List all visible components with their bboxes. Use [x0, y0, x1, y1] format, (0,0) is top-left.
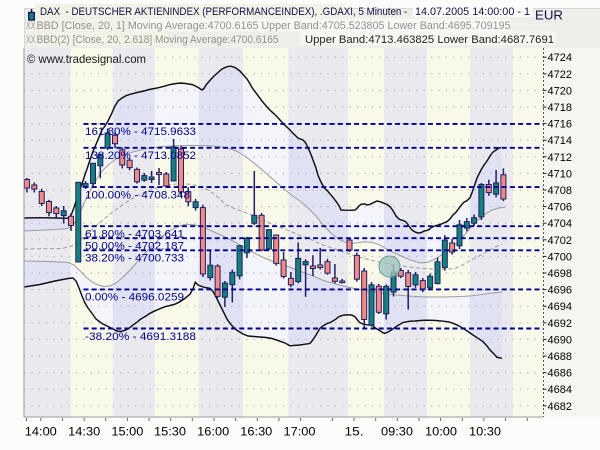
svg-text:15:00: 15:00 [111, 427, 143, 439]
svg-text:4716: 4716 [548, 119, 572, 131]
svg-text:4712: 4712 [548, 152, 572, 164]
svg-text:16:00: 16:00 [197, 427, 229, 439]
svg-text:XX: XX [26, 34, 36, 46]
svg-text:50.00% - 4702.187: 50.00% - 4702.187 [85, 241, 184, 253]
svg-text:38.20% - 4700.733: 38.20% - 4700.733 [85, 253, 184, 265]
svg-text:4682: 4682 [548, 401, 572, 413]
svg-text:4690: 4690 [548, 334, 572, 346]
svg-text:4708: 4708 [548, 185, 572, 197]
svg-text:XX: XX [26, 20, 36, 32]
svg-text:15:30: 15:30 [154, 427, 186, 439]
svg-text:17:00: 17:00 [284, 427, 316, 439]
svg-text:4724: 4724 [548, 52, 572, 64]
svg-text:4698: 4698 [548, 268, 572, 280]
svg-text:14:00: 14:00 [25, 427, 57, 439]
svg-text:14.07.2005 14:00:00 - 1: 14.07.2005 14:00:00 - 1 [415, 6, 530, 18]
svg-text:61.80% - 4703.641: 61.80% - 4703.641 [85, 229, 184, 241]
svg-text:4710: 4710 [548, 168, 572, 180]
svg-text:161.80% - 4715.9633: 161.80% - 4715.9633 [85, 126, 196, 138]
svg-text:14:30: 14:30 [68, 427, 100, 439]
svg-text:4706: 4706 [548, 202, 572, 214]
svg-text:4696: 4696 [548, 285, 572, 297]
svg-text:4686: 4686 [548, 368, 572, 380]
svg-text:BBD [Close, 20, 1] Moving Aver: BBD [Close, 20, 1] Moving Average:4700.6… [37, 20, 511, 32]
svg-text:4720: 4720 [548, 85, 572, 97]
svg-text:4702: 4702 [548, 235, 572, 247]
svg-text:-38.20% - 4691.3188: -38.20% - 4691.3188 [85, 331, 196, 343]
svg-text:EUR: EUR [535, 9, 563, 23]
svg-text:4694: 4694 [548, 301, 572, 313]
svg-text:4704: 4704 [548, 218, 572, 230]
svg-text:138.20% - 4713.0852: 138.20% - 4713.0852 [85, 150, 196, 162]
svg-text:© www.tradesignal.com: © www.tradesignal.com [27, 52, 146, 66]
svg-text:15.: 15. [345, 427, 364, 439]
svg-text:BBD(2) [Close, 20, 2.618] Movi: BBD(2) [Close, 20, 2.618] Moving Average… [37, 34, 279, 46]
svg-text:09:30: 09:30 [381, 427, 413, 439]
svg-text:4684: 4684 [548, 384, 572, 396]
svg-text:4688: 4688 [548, 351, 572, 363]
svg-text:4714: 4714 [548, 135, 572, 147]
svg-text:Upper Band:4713.463825 Lower B: Upper Band:4713.463825 Lower Band:4687.7… [305, 34, 554, 46]
svg-text:10:30: 10:30 [469, 427, 501, 439]
svg-text:16:30: 16:30 [240, 427, 272, 439]
svg-text:4722: 4722 [548, 69, 572, 81]
svg-text:0.00% - 4696.0259: 0.00% - 4696.0259 [85, 292, 184, 304]
svg-text:4718: 4718 [548, 102, 572, 114]
svg-text:100.00% - 4708.348: 100.00% - 4708.348 [85, 189, 190, 201]
svg-text:10:00: 10:00 [425, 427, 457, 439]
svg-text:DAX - DEUTSCHER AKTIENINDEX (: DAX - DEUTSCHER AKTIENINDEX (PERFORMANCE… [40, 6, 410, 18]
svg-text:4692: 4692 [548, 318, 572, 330]
svg-text:4700: 4700 [548, 251, 572, 263]
